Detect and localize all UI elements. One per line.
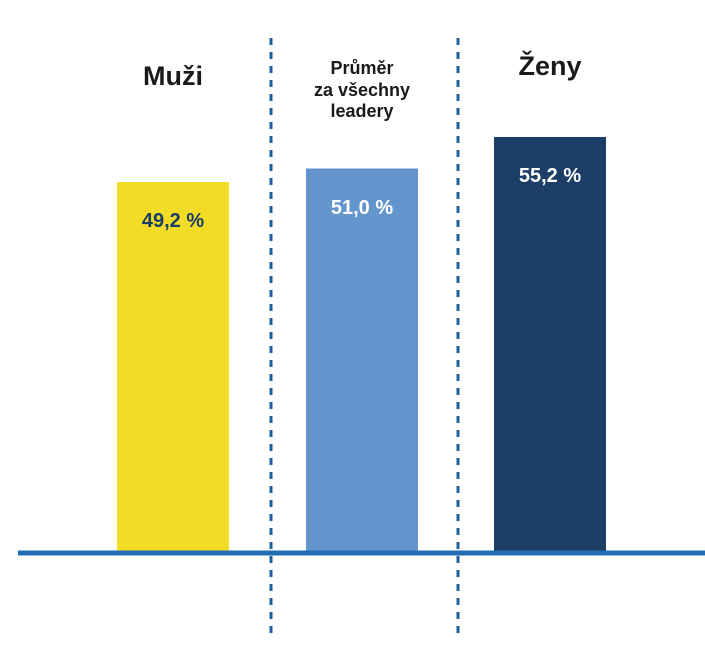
bar-2 xyxy=(494,137,606,551)
bar-0 xyxy=(117,182,229,551)
value-label-2: 55,2 % xyxy=(518,165,582,187)
bar-1 xyxy=(306,168,418,551)
category-label-0: Muži xyxy=(143,61,203,91)
category-label-1: Průměr za všechny leadery xyxy=(313,58,411,122)
value-label-0: 49,2 % xyxy=(141,210,205,232)
value-label-1: 51,0 % xyxy=(330,196,394,219)
category-label-2: Ženy xyxy=(518,51,582,81)
